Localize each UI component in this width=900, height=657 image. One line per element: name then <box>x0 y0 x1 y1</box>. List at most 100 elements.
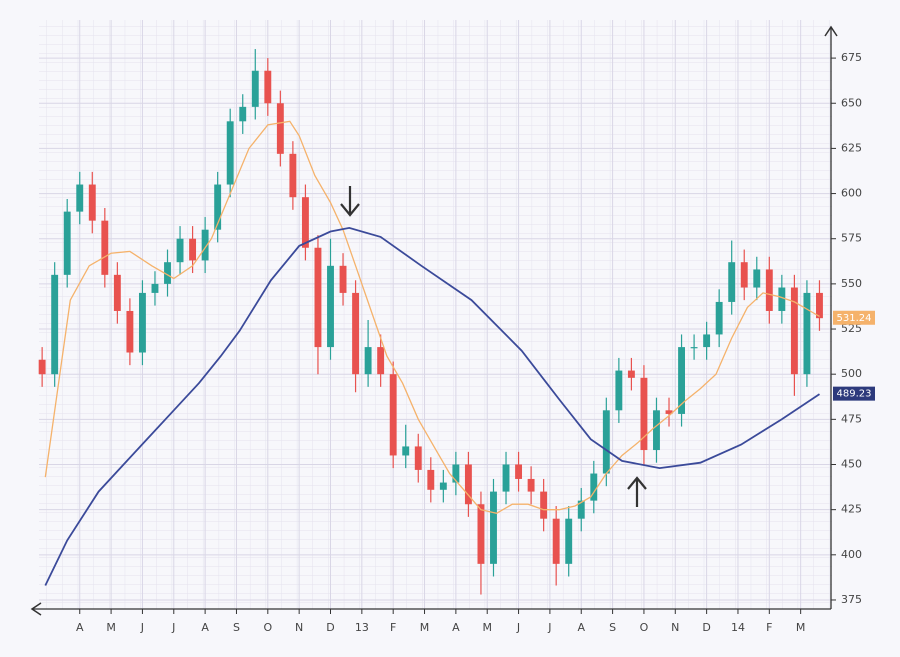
x-tick-label: M <box>796 621 806 634</box>
x-tick-label: M <box>482 621 492 634</box>
x-tick-label: J <box>140 621 144 634</box>
y-tick-label: 675 <box>841 51 862 64</box>
candle-body <box>565 518 573 564</box>
minor-grid <box>39 20 832 609</box>
candle-body <box>602 410 610 474</box>
candle-body <box>515 464 523 479</box>
candle-body <box>715 301 723 335</box>
x-axis-arrow <box>30 602 42 616</box>
x-tick-label: 14 <box>731 621 745 634</box>
candle-body <box>816 292 823 319</box>
y-axis-arrow <box>824 25 838 37</box>
candle-body <box>126 310 134 353</box>
price-label: 489.23 <box>837 389 872 400</box>
candle-body <box>439 482 447 490</box>
y-tick-label: 500 <box>841 367 862 380</box>
x-tick-label: 13 <box>355 621 369 634</box>
candle-body <box>201 229 209 261</box>
price-label-box <box>833 386 875 401</box>
candle-body <box>452 464 460 483</box>
candle-body <box>226 121 234 185</box>
y-tick-label: 450 <box>841 458 862 471</box>
candle-body <box>389 374 397 456</box>
candle-body <box>276 103 284 154</box>
candle-body <box>51 274 59 375</box>
x-tick-label: A <box>452 621 460 634</box>
candle-body <box>402 446 410 456</box>
candle-body <box>214 184 222 230</box>
candle-body <box>665 410 673 414</box>
y-tick-label: 600 <box>841 187 862 200</box>
candle-body <box>790 287 798 375</box>
candle-body <box>678 347 685 414</box>
y-tick-label: 525 <box>841 322 862 335</box>
y-tick-label: 475 <box>841 412 862 425</box>
x-tick-label: N <box>671 621 679 634</box>
buy-arrow <box>627 476 647 507</box>
candle-body <box>239 106 247 122</box>
candle-body <box>113 274 121 311</box>
candle-body <box>314 247 322 348</box>
x-tick-label: M <box>420 621 430 634</box>
candle-body <box>414 446 422 470</box>
candle-body <box>627 370 635 378</box>
x-tick-label: J <box>547 621 551 634</box>
y-tick-label: 400 <box>841 548 862 561</box>
candle-body <box>803 292 811 375</box>
x-tick-label: D <box>326 621 334 634</box>
candle-body <box>778 287 786 311</box>
y-tick-label: 550 <box>841 277 862 290</box>
x-tick-label: S <box>233 621 240 634</box>
candle-body <box>765 269 773 311</box>
candle-body <box>101 220 109 275</box>
candle-body <box>251 70 259 107</box>
candle-body <box>464 464 472 505</box>
x-tick-label: A <box>201 621 209 634</box>
x-tick-label: O <box>263 621 272 634</box>
x-tick-label: O <box>640 621 649 634</box>
candle-body <box>138 292 146 353</box>
candle-body <box>88 184 96 221</box>
candle-body <box>690 347 698 349</box>
candle-body <box>653 410 660 451</box>
candle-body <box>352 292 360 375</box>
candle-body <box>527 478 535 492</box>
y-tick-label: 625 <box>841 141 862 154</box>
x-tick-label: A <box>76 621 84 634</box>
candle-body <box>63 211 71 275</box>
candle-body <box>540 491 548 519</box>
moving-average-line <box>44 120 820 514</box>
x-tick-label: N <box>295 621 303 634</box>
x-tick-label: J <box>516 621 520 634</box>
x-tick-label: D <box>702 621 710 634</box>
axes: 375 400 425 450 475 500 525 550 575 600 625 650 675 A… <box>30 25 875 634</box>
candle-body <box>615 370 623 411</box>
sell-arrow <box>340 186 360 217</box>
candle-body <box>753 269 761 288</box>
candle-body <box>502 464 510 492</box>
candle-body <box>264 70 272 104</box>
price-label-box <box>833 310 875 325</box>
moving-average-line <box>44 226 821 586</box>
candle-body <box>728 262 736 302</box>
y-tick-label: 425 <box>841 503 862 516</box>
candle-body <box>703 334 711 348</box>
price-label: 531.24 <box>837 313 872 324</box>
candle-body <box>339 265 347 293</box>
candle-body <box>640 377 648 451</box>
x-tick-label: J <box>171 621 175 634</box>
candle-body <box>327 265 334 348</box>
x-tick-label: A <box>577 621 585 634</box>
x-tick-label: S <box>609 621 616 634</box>
y-tick-label: 650 <box>841 96 862 109</box>
candle-body <box>38 359 46 375</box>
candle-body <box>151 283 159 293</box>
candle-body <box>740 262 748 288</box>
x-tick-label: M <box>106 621 116 634</box>
candle-body <box>164 262 171 284</box>
candle-body <box>477 504 485 564</box>
candle-body <box>301 197 309 248</box>
candle-body <box>189 238 197 261</box>
candle-body <box>377 347 385 375</box>
